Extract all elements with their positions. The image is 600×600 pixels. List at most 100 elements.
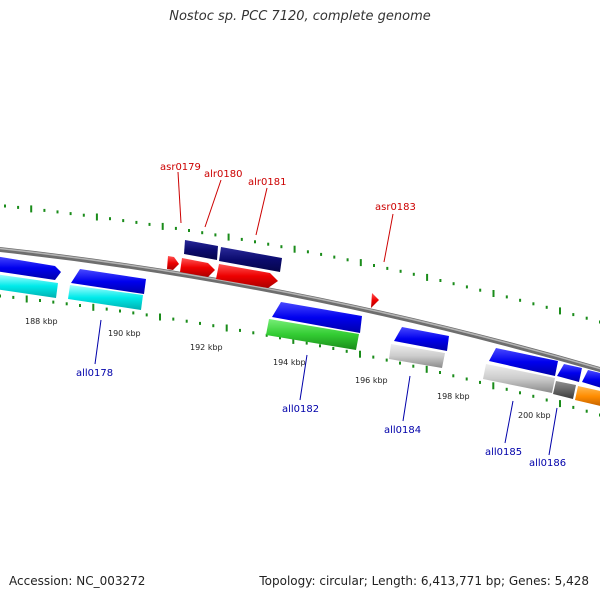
minor-tick — [214, 233, 217, 237]
minor-tick — [252, 331, 255, 335]
major-tick — [225, 324, 228, 332]
minor-tick — [532, 394, 535, 398]
major-tick — [492, 382, 495, 390]
reverse-strand-genes — [0, 269, 600, 407]
gene-labels: asr0179 alr0180 alr0181 asr0183 all0178 … — [76, 162, 566, 469]
minor-tick — [479, 380, 481, 384]
gene-label-all0184[interactable]: all0184 — [384, 425, 421, 436]
minor-tick — [174, 226, 177, 230]
gene-arrow[interactable] — [394, 327, 449, 351]
gene-arrow[interactable] — [389, 344, 445, 368]
gene-arrow[interactable] — [180, 258, 215, 277]
genome-backbone — [0, 247, 600, 373]
minor-tick — [279, 336, 281, 340]
gene-arrow[interactable] — [219, 247, 282, 272]
gene-label-all0185[interactable]: all0185 — [485, 447, 522, 458]
lower-tick-track — [0, 294, 600, 417]
gene-arrow[interactable] — [489, 348, 558, 376]
minor-tick — [346, 258, 349, 262]
minor-tick — [82, 213, 85, 217]
major-tick — [293, 245, 296, 253]
forward-strand-genes — [0, 240, 379, 308]
gene-arrow[interactable] — [68, 285, 143, 310]
minor-tick — [135, 220, 138, 224]
minor-tick — [439, 279, 442, 282]
minor-tick — [52, 300, 55, 304]
major-tick — [161, 222, 164, 230]
major-tick — [559, 400, 561, 408]
minor-tick — [280, 245, 283, 249]
minor-tick — [4, 204, 6, 208]
major-tick — [359, 350, 361, 358]
minor-tick — [306, 250, 309, 254]
minor-tick — [199, 321, 201, 325]
minor-tick — [372, 355, 375, 359]
minor-tick — [305, 341, 308, 345]
gene-arrow[interactable] — [71, 269, 146, 294]
gene-arrow[interactable] — [483, 364, 555, 393]
gene-arrow[interactable] — [216, 264, 278, 288]
gene-arrow[interactable] — [557, 364, 582, 382]
minor-tick — [12, 295, 15, 299]
minor-tick — [386, 266, 389, 270]
gene-label-asr0183[interactable]: asr0183 — [375, 202, 416, 213]
ruler-label: 190 kbp — [108, 329, 141, 338]
minor-tick — [69, 212, 72, 216]
gene-label-all0178[interactable]: all0178 — [76, 368, 113, 379]
major-tick — [559, 307, 561, 315]
gene-label-asr0179[interactable]: asr0179 — [160, 162, 201, 173]
minor-tick — [254, 240, 256, 244]
minor-tick — [505, 387, 508, 391]
gene-arrow[interactable] — [0, 274, 58, 298]
minor-tick — [572, 405, 575, 409]
minor-tick — [399, 361, 401, 365]
ruler-label: 194 kbp — [273, 358, 306, 367]
minor-tick — [519, 298, 522, 302]
gene-arrow[interactable] — [553, 381, 576, 399]
minor-tick — [332, 347, 335, 350]
major-tick — [359, 259, 362, 267]
major-tick — [492, 290, 495, 297]
ruler-label: 188 kbp — [25, 317, 58, 326]
gene-arrow[interactable] — [575, 386, 600, 407]
label-leader-lines — [94, 171, 558, 456]
minor-tick — [545, 305, 548, 309]
minor-tick — [585, 409, 588, 413]
ruler-label: 198 kbp — [437, 392, 470, 401]
gene-arrow[interactable] — [184, 240, 218, 260]
gene-arrow[interactable] — [582, 370, 600, 389]
gene-arrow[interactable] — [266, 319, 359, 350]
minor-tick — [17, 205, 20, 209]
minor-tick — [43, 208, 46, 212]
major-tick — [292, 336, 295, 344]
gene-label-all0186[interactable]: all0186 — [529, 458, 566, 469]
minor-tick — [532, 302, 535, 306]
minor-tick — [585, 316, 588, 320]
minor-tick — [267, 242, 270, 246]
minor-tick — [148, 222, 151, 226]
ruler-label: 200 kbp — [518, 411, 551, 420]
minor-tick — [240, 237, 243, 241]
genome-summary-text: Topology: circular; Length: 6,413,771 bp… — [259, 574, 589, 588]
minor-tick — [452, 374, 455, 378]
gene-label-alr0180[interactable]: alr0180 — [204, 169, 242, 180]
minor-tick — [465, 285, 468, 289]
minor-tick — [79, 304, 81, 307]
minor-tick — [265, 333, 268, 337]
gene-arrow[interactable] — [272, 302, 362, 333]
minor-tick — [39, 299, 41, 302]
gene-label-alr0181[interactable]: alr0181 — [248, 177, 286, 188]
minor-tick — [572, 313, 575, 317]
minor-tick — [505, 295, 508, 299]
accession-text: Accession: NC_003272 — [9, 574, 146, 588]
minor-tick — [132, 311, 135, 315]
gene-arrow[interactable] — [371, 293, 379, 308]
gene-arrow[interactable] — [167, 256, 179, 270]
gene-arrow[interactable] — [0, 256, 61, 280]
major-tick — [25, 295, 28, 303]
minor-tick — [519, 391, 521, 395]
minor-tick — [109, 217, 111, 221]
gene-label-all0182[interactable]: all0182 — [282, 404, 319, 415]
minor-tick — [319, 344, 321, 348]
